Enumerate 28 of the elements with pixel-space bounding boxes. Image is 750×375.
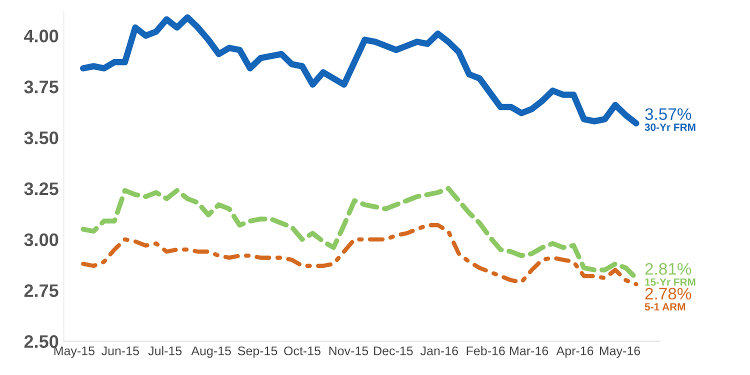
series-label: 15-Yr FRM	[645, 278, 696, 286]
x-tick-label: Jun-15	[101, 346, 139, 356]
series-label: 30-Yr FRM	[644, 124, 696, 131]
y-tick-label: 3.25	[24, 182, 58, 196]
data-label: 3.57%	[645, 108, 692, 120]
line-series	[81, 223, 638, 286]
x-tick-label: Nov-15	[329, 346, 368, 356]
y-tick-label: 2.75	[24, 284, 58, 298]
x-tick-label: Oct-15	[284, 346, 320, 356]
x-tick-label: Aug-15	[191, 346, 231, 358]
y-tick-label: 3.00	[24, 233, 58, 246]
data-label: 2.78%	[645, 288, 692, 300]
x-tick-label: Feb-16	[466, 346, 505, 356]
text: 5-1 ARM	[644, 303, 686, 311]
x-tick-label: Jul-15	[148, 346, 182, 356]
x-tick-label: May-16	[600, 346, 640, 358]
x-tick-label: Dec-15	[374, 346, 413, 356]
x-tick-label: Sep-15	[238, 346, 278, 358]
y-tick-label: 3.50	[24, 131, 58, 144]
x-tick-label: May-15	[54, 346, 94, 358]
x-tick-label: Jan-16	[420, 346, 458, 356]
data-label: 2.81%	[645, 263, 692, 275]
x-tick-label: Apr-16	[556, 346, 594, 358]
y-tick-label: 4.00	[24, 30, 58, 42]
line-series	[80, 186, 639, 281]
y-tick-label: 3.75	[24, 80, 58, 94]
x-tick-label: Mar-16	[510, 346, 548, 356]
y-tick-label: 2.50	[24, 335, 58, 348]
